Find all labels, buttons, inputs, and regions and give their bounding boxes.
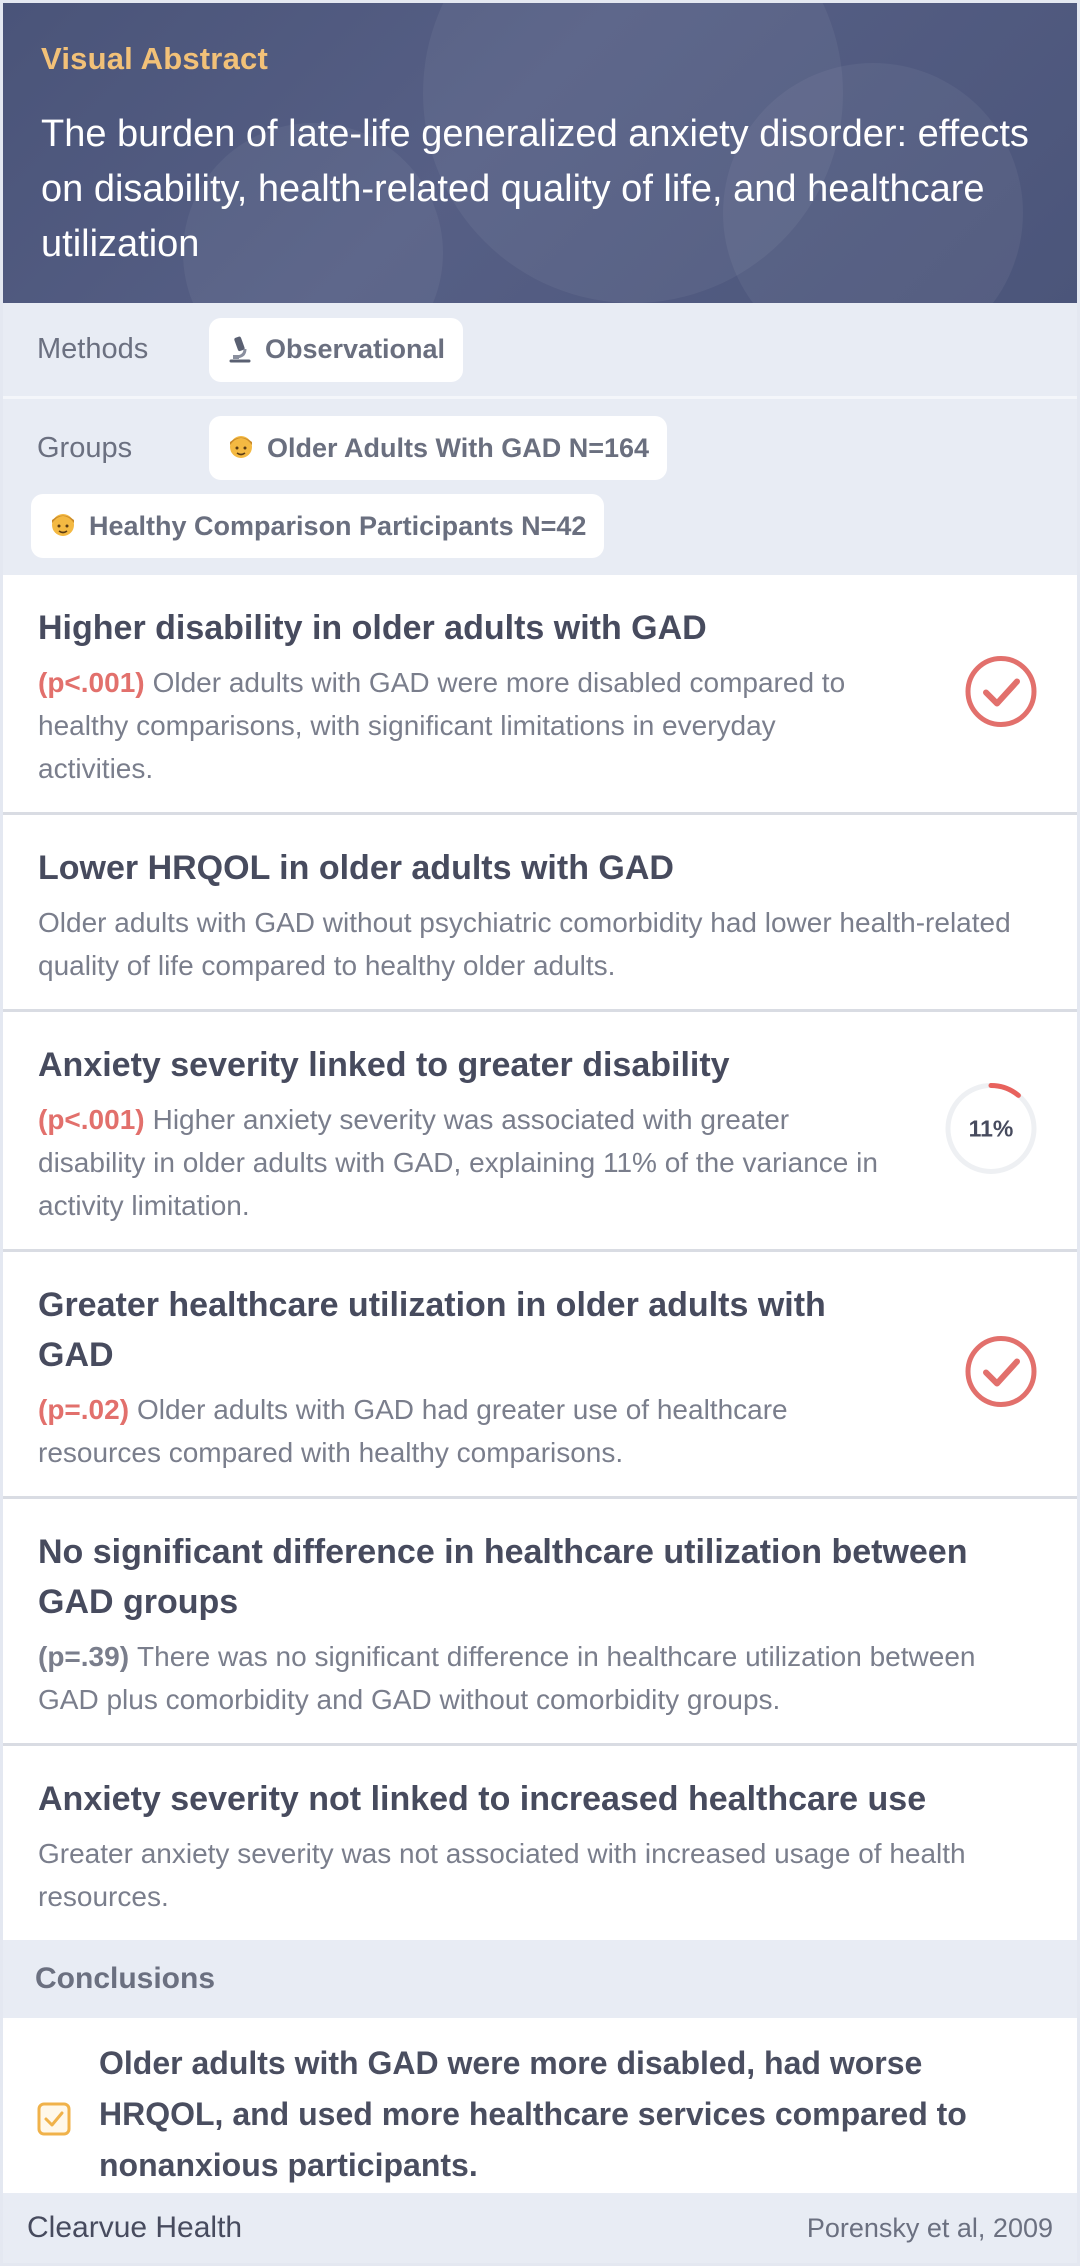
percent-label: 11% [969,1115,1014,1141]
finding-description: Older adults with GAD were more disabled… [38,667,846,784]
finding-text: Greater anxiety severity was not associa… [38,1838,966,1912]
citation: Porensky et al, 2009 [806,2212,1053,2243]
conclusions-header: Conclusions [3,1940,1077,2018]
background-decoration [723,63,1023,303]
check-circle-icon [963,653,1039,734]
percent-ring-arc [988,1082,1021,1098]
finding-card: Lower HRQOL in older adults with GAD Old… [3,815,1077,1012]
finding-text: (p<.001) Older adults with GAD were more … [38,661,1042,790]
finding-text: Older adults with GAD without psychiatri… [38,907,1011,981]
finding-description: There was no significant difference in h… [38,1641,976,1715]
finding-title: Anxiety severity linked to greater disab… [38,1046,730,1084]
brand-name: Clearvue Health [27,2211,243,2244]
conclusions-body: Older adults with GAD were more disabled… [3,2018,1077,2210]
group-chip: Healthy Comparison Participants N=42 [31,494,605,558]
conclusion-text: Older adults with GAD were more disabled… [99,2044,967,2183]
p-value: (p=.39) [38,1641,130,1672]
finding-card: Anxiety severity linked to greater disab… [3,1012,1077,1252]
group-chip-text: Older Adults With GAD N=164 [267,432,650,463]
p-value: (p<.001) [38,1104,145,1135]
methods-chip-text: Observational [265,334,446,364]
groups-label: Groups [37,431,133,464]
methods-label: Methods [37,333,149,365]
finding-text: (p=.39) There was no significant differen… [38,1635,1042,1721]
finding-text: (p=.02) Older adults with GAD had greater… [38,1388,1042,1474]
footer: Clearvue Health Porensky et al, 2009 [3,2193,1077,2263]
person-icon [49,511,77,541]
percent-ring: 11% [943,1080,1039,1181]
checkbox-icon [37,2102,71,2141]
finding-text: (p<.001) Higher anxiety severity was asso… [38,1098,1042,1227]
group-chip: Older Adults With GAD N=164 [209,416,668,480]
p-value: (p<.001) [38,667,145,698]
finding-title: Greater healthcare utilization in older … [38,1286,826,1374]
header-label: Visual Abstract [41,41,268,76]
finding-title: Higher disability in older adults with G… [38,609,707,647]
header: Visual Abstract The burden of late-life … [3,3,1077,303]
methods-row: Methods Observational [3,303,1077,399]
methods-chip: Observational [209,317,464,382]
page-title: The burden of late-life generalized anxi… [41,113,1029,265]
finding-card: No significant difference in healthcare … [3,1499,1077,1746]
p-value: (p=.02) [38,1394,130,1425]
group-chip-text: Healthy Comparison Participants N=42 [89,510,587,541]
finding-title: Anxiety severity not linked to increased… [38,1780,927,1818]
finding-description: Older adults with GAD had greater use of… [38,1394,788,1468]
groups-row: Groups Older Adults With GAD N=164 [3,399,1077,575]
microscope-icon [227,335,253,365]
finding-card: Higher disability in older adults with G… [3,575,1077,815]
finding-card: Anxiety severity not linked to increased… [3,1746,1077,1940]
check-circle-icon [963,1334,1039,1415]
finding-description: Higher anxiety severity was associated w… [38,1104,878,1221]
finding-title: No significant difference in healthcare … [38,1533,968,1621]
finding-card: Greater healthcare utilization in older … [3,1252,1077,1499]
finding-title: Lower HRQOL in older adults with GAD [38,849,674,887]
person-icon [227,433,255,463]
